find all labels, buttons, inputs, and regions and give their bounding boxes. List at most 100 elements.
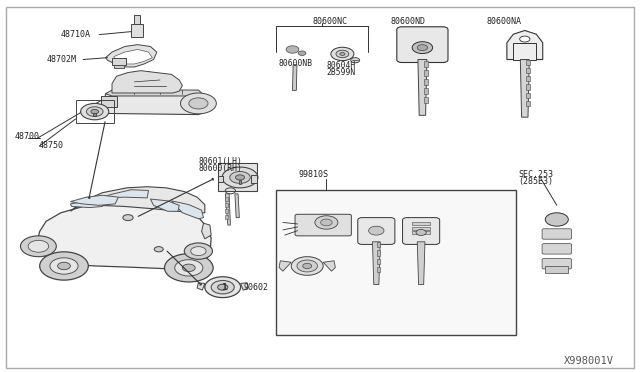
Bar bbox=[76, 100, 114, 123]
Text: 48700: 48700 bbox=[14, 132, 39, 141]
Bar bbox=[218, 176, 223, 182]
Polygon shape bbox=[520, 60, 529, 117]
Circle shape bbox=[236, 175, 244, 180]
Ellipse shape bbox=[365, 219, 387, 225]
Circle shape bbox=[40, 252, 88, 280]
Circle shape bbox=[351, 58, 360, 63]
Text: 80600NB: 80600NB bbox=[278, 59, 312, 68]
Polygon shape bbox=[241, 283, 248, 290]
Bar bbox=[114, 65, 124, 68]
Bar bbox=[93, 113, 96, 116]
Bar bbox=[101, 96, 117, 107]
Text: 80600NA: 80600NA bbox=[486, 17, 522, 26]
Bar bbox=[412, 231, 430, 234]
Circle shape bbox=[331, 47, 354, 61]
Bar bbox=[225, 209, 228, 213]
Bar bbox=[377, 242, 380, 247]
Polygon shape bbox=[70, 200, 104, 208]
Text: 48710A: 48710A bbox=[61, 30, 91, 39]
Circle shape bbox=[315, 216, 338, 229]
Text: X998001V: X998001V bbox=[564, 356, 614, 366]
FancyBboxPatch shape bbox=[542, 229, 572, 239]
Circle shape bbox=[291, 257, 323, 275]
Text: 2B599N: 2B599N bbox=[326, 68, 356, 77]
Polygon shape bbox=[225, 194, 230, 225]
Circle shape bbox=[81, 103, 109, 120]
Polygon shape bbox=[106, 45, 157, 67]
Bar bbox=[131, 24, 143, 37]
Bar bbox=[377, 267, 380, 272]
Bar bbox=[526, 101, 530, 106]
Circle shape bbox=[180, 93, 216, 114]
Bar bbox=[239, 180, 241, 184]
Circle shape bbox=[20, 236, 56, 257]
Bar bbox=[424, 97, 428, 103]
Circle shape bbox=[189, 98, 208, 109]
Circle shape bbox=[520, 36, 530, 42]
Circle shape bbox=[28, 240, 49, 252]
Circle shape bbox=[184, 243, 212, 259]
Bar bbox=[276, 190, 516, 335]
Circle shape bbox=[86, 107, 103, 116]
Circle shape bbox=[297, 260, 317, 272]
Polygon shape bbox=[235, 194, 239, 218]
Polygon shape bbox=[172, 201, 204, 219]
Circle shape bbox=[205, 277, 241, 298]
FancyBboxPatch shape bbox=[403, 218, 440, 244]
Circle shape bbox=[154, 247, 163, 252]
Circle shape bbox=[369, 226, 384, 235]
Bar bbox=[225, 197, 228, 201]
Bar bbox=[412, 222, 430, 225]
Bar bbox=[218, 163, 257, 191]
Bar bbox=[424, 61, 428, 67]
Bar bbox=[526, 84, 530, 90]
FancyBboxPatch shape bbox=[397, 27, 448, 62]
Polygon shape bbox=[202, 223, 211, 239]
Circle shape bbox=[412, 42, 433, 54]
Bar bbox=[513, 43, 536, 60]
Polygon shape bbox=[112, 71, 182, 93]
Circle shape bbox=[123, 215, 133, 221]
Ellipse shape bbox=[406, 37, 438, 45]
Bar bbox=[412, 227, 430, 230]
Circle shape bbox=[218, 284, 228, 290]
Circle shape bbox=[303, 263, 312, 269]
Bar bbox=[424, 70, 428, 76]
Circle shape bbox=[230, 171, 250, 183]
Polygon shape bbox=[35, 201, 211, 269]
Polygon shape bbox=[372, 242, 380, 285]
Circle shape bbox=[50, 258, 78, 274]
Polygon shape bbox=[104, 93, 204, 115]
Circle shape bbox=[321, 219, 332, 226]
Bar bbox=[526, 60, 530, 65]
Text: (285E3): (285E3) bbox=[518, 177, 554, 186]
Bar bbox=[134, 15, 140, 24]
Circle shape bbox=[298, 51, 306, 55]
FancyBboxPatch shape bbox=[542, 244, 572, 254]
Polygon shape bbox=[417, 242, 425, 285]
Bar bbox=[112, 58, 126, 65]
Circle shape bbox=[417, 45, 428, 51]
Text: 90602: 90602 bbox=[243, 283, 268, 292]
Circle shape bbox=[191, 247, 206, 256]
Polygon shape bbox=[418, 60, 427, 115]
Circle shape bbox=[58, 262, 70, 270]
Circle shape bbox=[175, 260, 203, 276]
Circle shape bbox=[211, 280, 234, 294]
Circle shape bbox=[286, 46, 299, 53]
Polygon shape bbox=[70, 195, 118, 205]
Polygon shape bbox=[114, 49, 152, 64]
Bar bbox=[377, 259, 380, 264]
Circle shape bbox=[222, 167, 258, 188]
Ellipse shape bbox=[278, 38, 314, 65]
FancyBboxPatch shape bbox=[358, 218, 395, 244]
Polygon shape bbox=[70, 187, 205, 213]
Ellipse shape bbox=[537, 209, 577, 275]
Ellipse shape bbox=[283, 41, 308, 60]
Text: 80604H: 80604H bbox=[326, 61, 356, 70]
Polygon shape bbox=[292, 65, 297, 90]
Polygon shape bbox=[150, 199, 179, 211]
Bar bbox=[225, 215, 228, 219]
Text: 99810S: 99810S bbox=[298, 170, 328, 179]
Bar bbox=[377, 250, 380, 256]
